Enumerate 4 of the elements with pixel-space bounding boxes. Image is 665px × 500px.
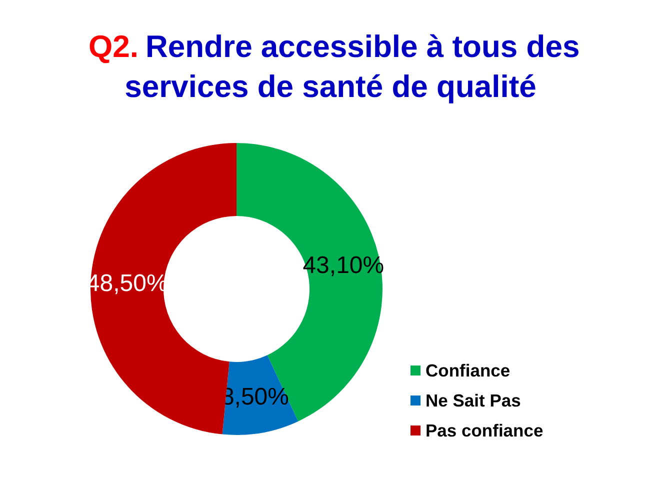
legend-label: Confiance <box>426 360 510 380</box>
chart-title: Q2. Rendre accessible à tous des services de santé de qualité <box>88 29 580 104</box>
legend-label: Ne Sait Pas <box>426 390 522 410</box>
legend-label: Pas confiance <box>426 420 544 440</box>
